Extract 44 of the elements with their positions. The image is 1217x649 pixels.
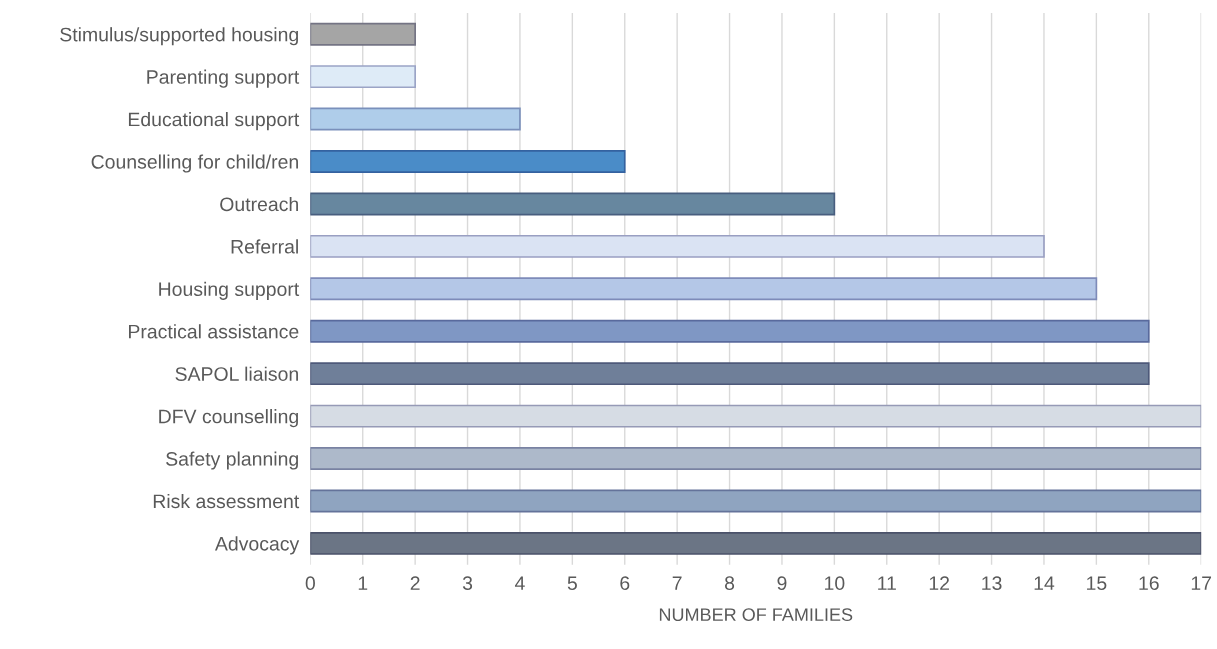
x-tick-label: 13 [982, 576, 1002, 591]
x-tick-label: 7 [672, 576, 682, 590]
bar [310, 319, 1150, 343]
bar [310, 65, 416, 89]
bar [310, 362, 1150, 386]
x-tick-label: 6 [620, 576, 630, 591]
x-tick-label: 17 [1191, 576, 1212, 590]
x-tick-label: 4 [514, 576, 525, 590]
x-tick-label: 10 [825, 576, 845, 591]
y-tick-label: Stimulus/supported housing [60, 27, 298, 46]
bar [310, 107, 521, 131]
x-tick-label: 9 [777, 576, 787, 591]
x-tick-label: 5 [567, 576, 577, 591]
x-tick-label: 1 [358, 576, 368, 590]
y-tick-label: DFV counselling [159, 409, 298, 428]
bar [310, 531, 1202, 555]
y-tick-label: Counselling for child/ren [91, 154, 298, 173]
bar [310, 277, 1098, 301]
x-tick-label: 12 [929, 576, 949, 590]
y-tick-label: Parenting support [147, 69, 300, 88]
x-tick-label: 8 [724, 576, 735, 591]
x-tick-label: 15 [1087, 576, 1107, 591]
bar [310, 234, 1045, 258]
y-tick-label: SAPOL liaison [175, 366, 298, 381]
x-tick-label: 14 [1034, 576, 1055, 590]
y-tick-label: Housing support [159, 281, 300, 300]
bar [310, 489, 1202, 513]
bar [310, 192, 836, 216]
bar [310, 150, 626, 173]
y-tick-label: Educational support [128, 112, 300, 131]
y-tick-label: Advocacy [214, 536, 300, 555]
x-axis-title: NUMBER OF FAMILIES [659, 608, 853, 622]
x-tick-label: 11 [878, 576, 896, 590]
y-tick-label: Practical assistance [129, 324, 299, 339]
y-tick-label: Risk assessment [153, 493, 300, 509]
x-tick-label: 2 [410, 576, 420, 590]
y-tick-label: Referral [231, 239, 298, 254]
y-tick-label: Outreach [220, 196, 298, 212]
bar [310, 447, 1202, 470]
x-tick-label: 3 [462, 576, 473, 591]
x-tick-label: 0 [305, 576, 315, 591]
y-tick-label: Safety planning [166, 451, 298, 470]
x-tick-label: 16 [1139, 576, 1159, 591]
bar [310, 22, 416, 46]
